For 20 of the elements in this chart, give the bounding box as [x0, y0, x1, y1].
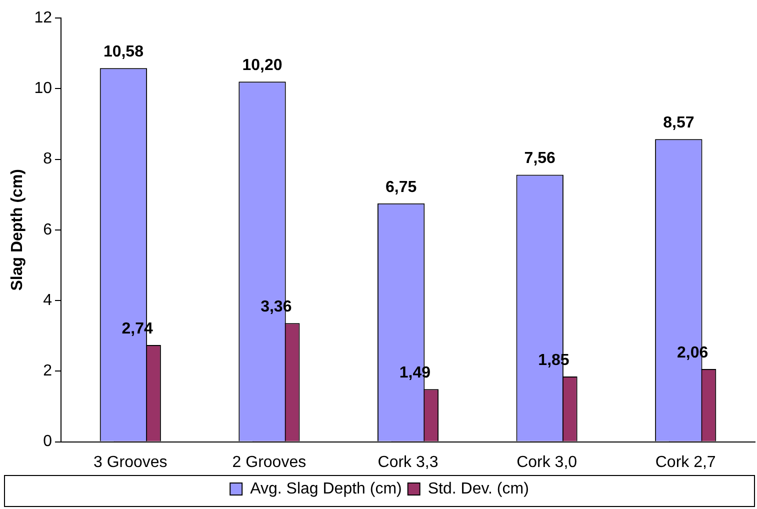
- legend-label: Std. Dev. (cm): [428, 480, 529, 498]
- y-tick-label: 6: [43, 221, 52, 238]
- x-tick-label: 2 Grooves: [232, 454, 306, 471]
- x-tick-label: Cork 3,0: [516, 454, 578, 471]
- y-axis-title: Slag Depth (cm): [9, 169, 26, 291]
- y-tick-label: 2: [43, 362, 52, 380]
- y-tick-label: 0: [43, 433, 52, 450]
- data-label: 6,75: [385, 178, 417, 196]
- x-tick-label: Cork 2,7: [655, 454, 716, 471]
- data-label: 8,57: [663, 114, 694, 132]
- y-tick-label: 10: [34, 80, 52, 98]
- x-tick-label: 3 Grooves: [93, 454, 168, 471]
- x-tick-label: Cork 3,3: [378, 454, 438, 471]
- legend-label: Avg. Slag Depth (cm): [250, 480, 402, 498]
- y-tick-label: 4: [43, 292, 52, 309]
- data-label: 7,56: [524, 150, 556, 168]
- y-tick-label: 8: [43, 150, 52, 168]
- data-label: 10,58: [103, 44, 144, 61]
- y-tick-label: 12: [34, 9, 52, 26]
- data-label: 10,20: [242, 56, 282, 74]
